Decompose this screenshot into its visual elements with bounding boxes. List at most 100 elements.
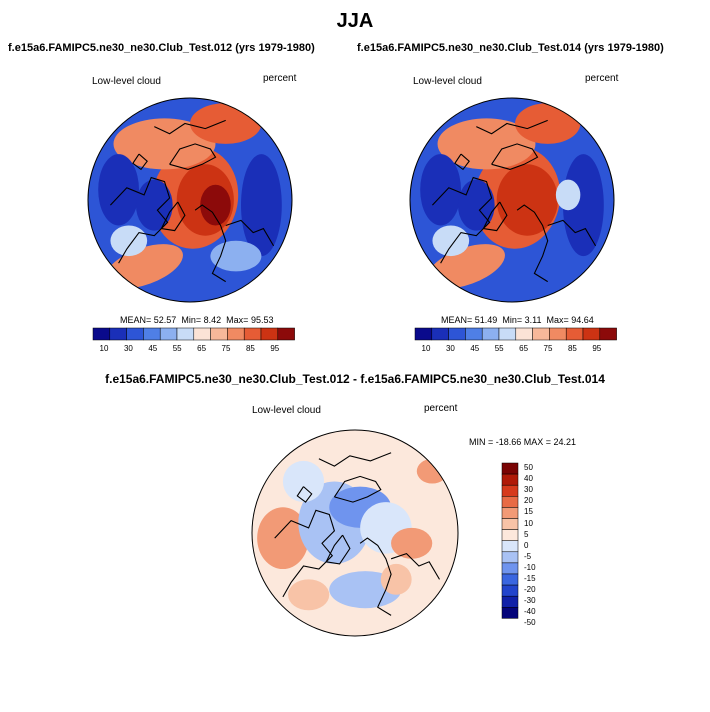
panel2-mean-value: 51.49 xyxy=(474,315,498,325)
panel1-map-coastline xyxy=(154,119,226,135)
panel2-colorbar-tick-label: 10 xyxy=(421,344,431,353)
diff-map-coastline xyxy=(274,509,336,598)
diff-colorbar-tick-label: -10 xyxy=(524,562,536,572)
panel1-max-value: 95.53 xyxy=(250,315,274,325)
panel1-colorbar-swatch xyxy=(176,327,195,341)
diff-colorbar-swatch xyxy=(501,573,519,586)
panel1-map-patch xyxy=(200,184,231,226)
panel1-colorbar-tick-label: 65 xyxy=(197,344,207,353)
diff-map-coastline xyxy=(359,537,392,616)
panel1-colorbar-swatch xyxy=(126,327,144,341)
panel2-colorbar-tick-label: 55 xyxy=(494,344,504,353)
diff-colorbar-tick-label: -50 xyxy=(524,618,536,628)
diff-map-patch xyxy=(380,563,412,595)
diff-map-coastline xyxy=(390,552,440,580)
panel1-colorbar-tick-label: 10 xyxy=(99,344,109,353)
panel2-colorbar-tick-label: 45 xyxy=(470,344,480,353)
diff-colorbar-swatch xyxy=(501,607,519,619)
diff-colorbar-swatch xyxy=(501,529,519,541)
panel2-units-label: percent xyxy=(585,73,619,84)
panel1-map-patch xyxy=(113,118,216,170)
diff-map-field xyxy=(252,430,458,636)
panel2-map-coastline xyxy=(476,119,548,135)
diff-colorbar-swatch xyxy=(501,484,519,497)
panel1-colorbar-tick-label: 85 xyxy=(245,344,255,353)
panel2-colorbar-swatch xyxy=(465,327,483,341)
panel1-min-label: Min= xyxy=(181,315,202,325)
panel2-map-coastline xyxy=(491,143,539,170)
panel1-variable-label: Low-level cloud xyxy=(92,76,161,87)
diff-colorbar-swatch xyxy=(501,496,519,508)
panel2-variable-label: Low-level cloud xyxy=(413,76,482,87)
diff-map-patch xyxy=(282,460,325,503)
panel2-colorbar-swatch xyxy=(515,327,533,341)
panel1-map-coastline xyxy=(160,201,186,232)
panel1-min-value: 8.42 xyxy=(203,315,222,325)
diff-colorbar-tick-label: -15 xyxy=(524,574,536,583)
diff-map-patch xyxy=(288,579,330,611)
panel2-colorbar-tick-label: 75 xyxy=(543,344,553,353)
diff-colorbar-tick-label: 0 xyxy=(524,540,529,550)
panel1-max-label: Max= xyxy=(226,315,249,325)
diff-colorbar-tick-label: -40 xyxy=(524,607,536,617)
panel1-colorbar xyxy=(92,327,295,341)
panel2-colorbar-swatch xyxy=(599,327,617,341)
panel2-map-patch xyxy=(437,118,536,170)
panel2-map-patch xyxy=(496,164,558,236)
diff-title: f.e15a6.FAMIPC5.ne30_ne30.Club_Test.012 … xyxy=(105,372,605,386)
diff-colorbar xyxy=(501,462,519,619)
panel2-map-patch xyxy=(432,225,470,257)
diff-variable-label: Low-level cloud xyxy=(252,405,321,416)
panel2-map-patch xyxy=(555,179,581,211)
panel2-colorbar-swatch xyxy=(414,327,433,341)
panel1-colorbar-swatch xyxy=(243,327,262,341)
panel1-map-patch xyxy=(110,225,148,257)
panel1-colorbar-swatch xyxy=(260,327,279,341)
panel1-colorbar-tick-label: 75 xyxy=(221,344,231,353)
panel1-map-patch xyxy=(210,240,262,272)
diff-colorbar-tick-label: 5 xyxy=(524,529,529,539)
panel2-mean-label: MEAN= xyxy=(441,315,473,325)
panel1-colorbar-swatch xyxy=(227,327,245,341)
panel1-units-label: percent xyxy=(263,73,297,84)
panel1-colorbar-tick-label: 30 xyxy=(123,344,133,353)
panel2-colorbar-swatch xyxy=(431,327,449,341)
diff-colorbar-tick-label: 30 xyxy=(524,485,533,495)
panel1-map-coastline xyxy=(110,176,171,264)
panel1-colorbar-swatch xyxy=(193,327,211,341)
panel1-colorbar-swatch xyxy=(109,327,127,341)
diff-colorbar-swatch xyxy=(501,551,519,564)
panel1-map-patch xyxy=(241,154,282,257)
panel2-map-coastline xyxy=(547,219,597,247)
panel1-colorbar-swatch xyxy=(159,327,178,341)
panel2-map-coastline xyxy=(454,153,470,171)
panel1-mean-value: 52.57 xyxy=(153,315,177,325)
diff-stats: MIN = -18.66 MAX = 24.21 xyxy=(469,437,577,447)
panel2-max-value: 94.64 xyxy=(571,315,594,325)
panel1-colorbar-swatch xyxy=(143,327,161,341)
panel2-title: f.e15a6.FAMIPC5.ne30_ne30.Club_Test.014 … xyxy=(357,42,664,54)
panel1-colorbar-swatch xyxy=(210,327,228,341)
diff-map-coastline xyxy=(296,486,313,503)
panel1-map-outline xyxy=(87,97,293,303)
diff-colorbar-swatch xyxy=(501,473,519,486)
diff-colorbar-tick-label: -5 xyxy=(524,551,532,561)
diff-map-coastline xyxy=(333,475,382,503)
panel2-colorbar-swatch xyxy=(582,327,601,341)
diff-colorbar-tick-label: 50 xyxy=(524,463,533,472)
panel2-min-value: 3.11 xyxy=(524,315,542,325)
diff-map-outline xyxy=(251,429,459,637)
diff-colorbar-tick-label: 15 xyxy=(524,507,533,517)
panel1-mean-label: MEAN= xyxy=(120,315,152,325)
panel2-map-coastline xyxy=(516,204,549,283)
panel2-colorbar-swatch xyxy=(532,327,550,341)
diff-map-coastline xyxy=(318,452,392,467)
panel1-stats: MEAN= 52.57 Min= 8.42 Max= 95.53 xyxy=(120,315,273,325)
panel2-colorbar-swatch xyxy=(549,327,567,341)
panel2-map-outline xyxy=(409,97,615,303)
panel2-stats: MEAN= 51.49 Min= 3.11 Max= 94.64 xyxy=(441,315,594,325)
panel1-map-coastline xyxy=(194,204,227,283)
panel2-colorbar xyxy=(414,327,617,341)
panel2-map-patch xyxy=(515,103,581,144)
panel2-colorbar-tick-label: 95 xyxy=(592,344,602,353)
